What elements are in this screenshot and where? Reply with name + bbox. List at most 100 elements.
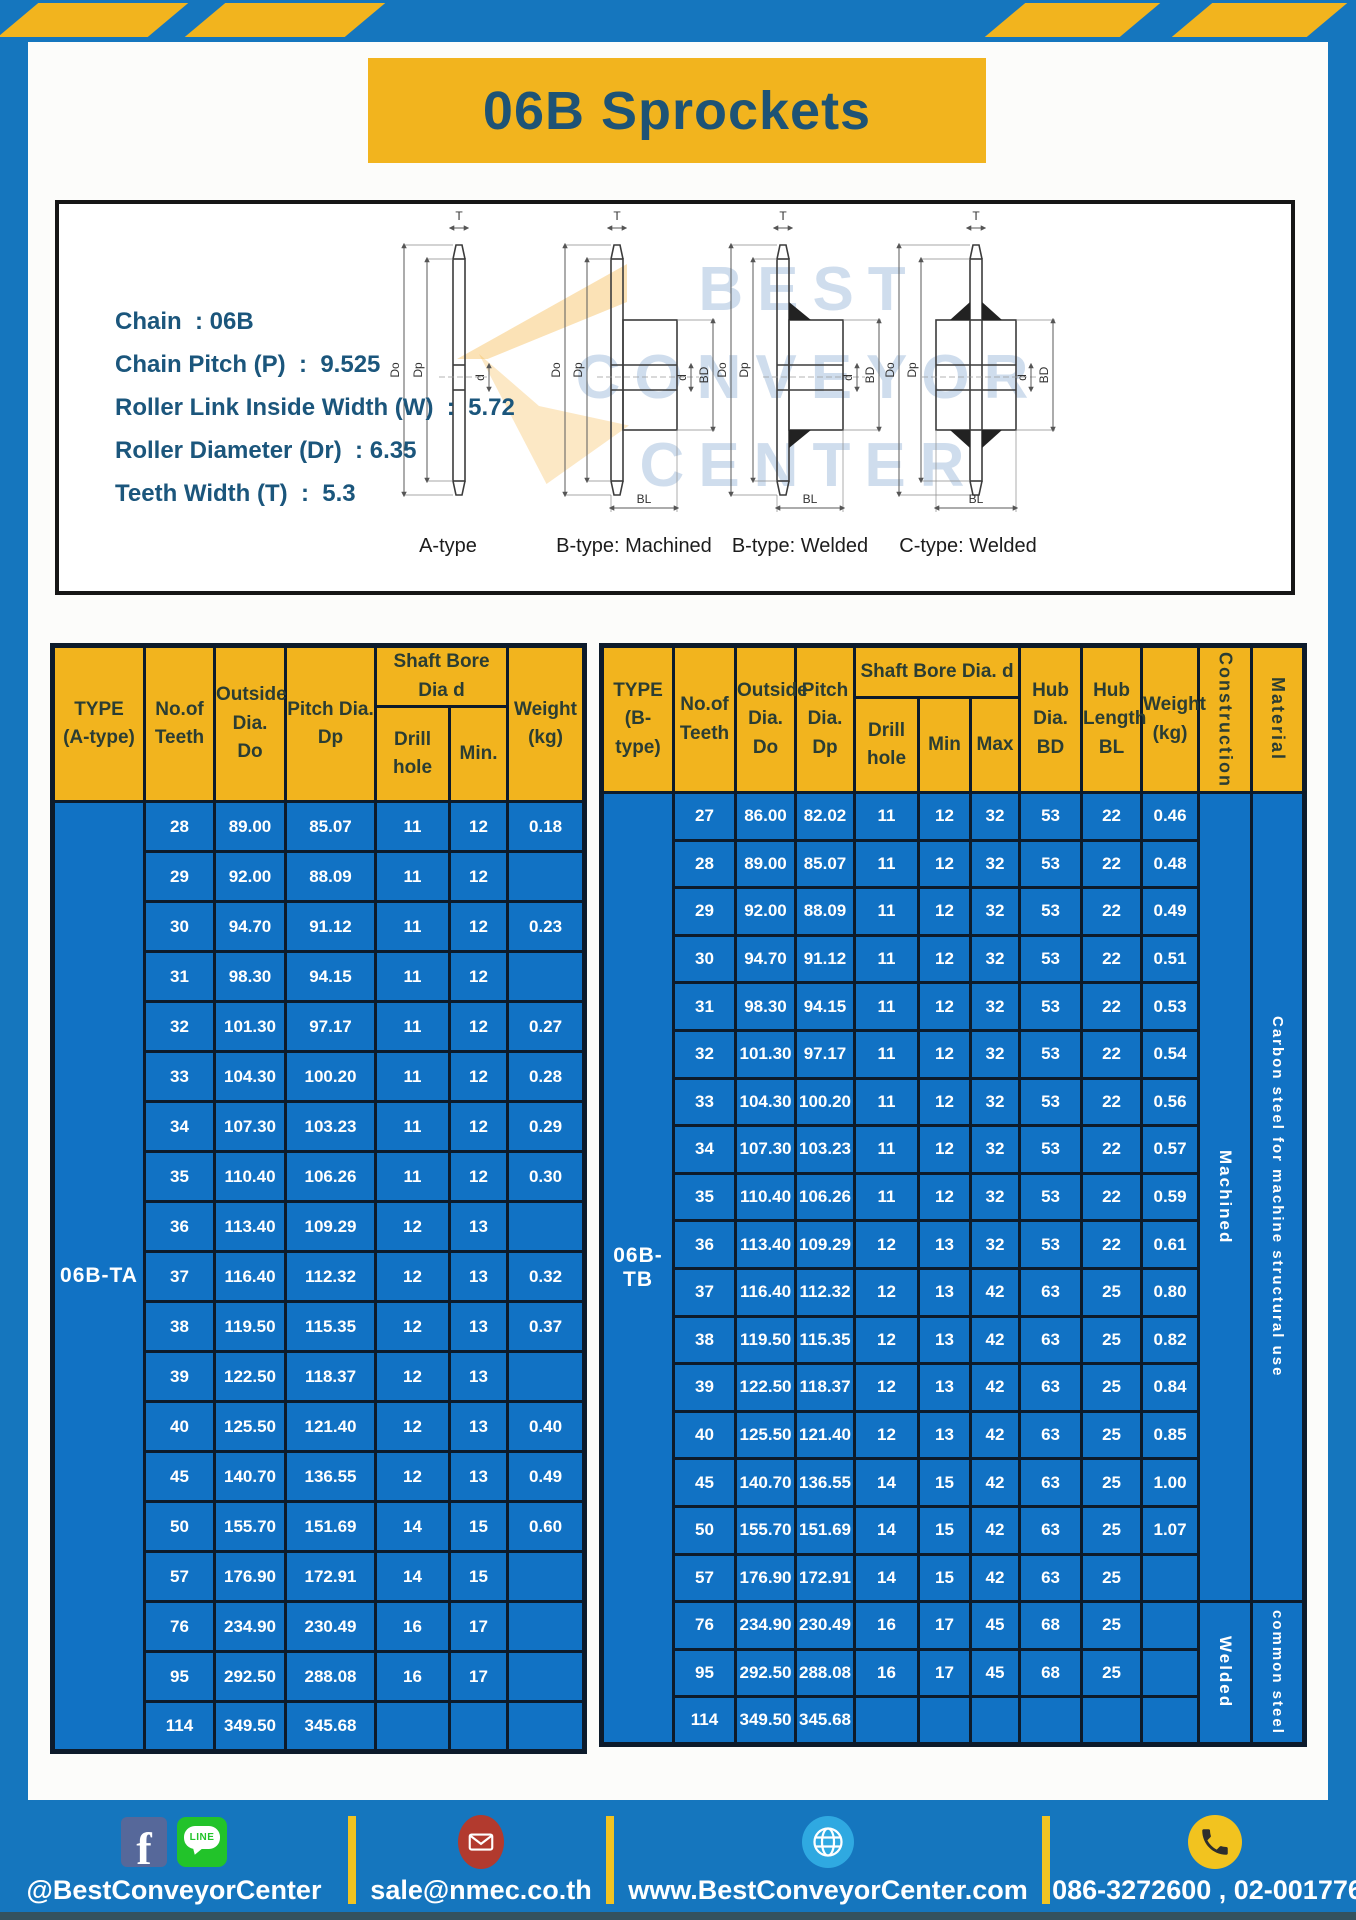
table-cell: 15 [448,1550,509,1603]
table-cell: 42 [968,1266,1022,1318]
table-cell: 11 [374,1050,451,1103]
table-cell: 98.30 [213,950,287,1003]
table-cell: 13 [448,1200,509,1253]
table-cell: 14 [374,1500,451,1553]
table-cell: 33 [672,1076,737,1128]
email-address: sale@nmec.co.th [370,1875,592,1905]
table-cell: 119.50 [213,1300,287,1353]
table-cell: 115.35 [284,1300,377,1353]
table-cell: 89.00 [734,838,797,890]
table-cell: 12 [917,1076,972,1128]
table-cell: 11 [853,1028,920,1080]
table-cell: 12 [374,1250,451,1303]
table-cell: 234.90 [734,1600,797,1651]
table-cell: 104.30 [213,1050,287,1103]
table-cell: 0.61 [1140,1219,1201,1270]
table-cell: 0.40 [506,1400,586,1453]
table-cell: 22 [1080,1219,1144,1270]
table-cell: 12 [917,1028,972,1080]
table-cell: 50 [672,1504,737,1556]
table-cell: 16 [853,1647,920,1699]
header-construction: Construction [1197,644,1254,794]
header-outside-dia: Outside Dia. Do [734,644,808,794]
table-cell: 100.20 [284,1050,377,1103]
table-cell: 53 [1018,1219,1084,1270]
table-cell: 29 [143,850,216,903]
table-cell: 91.12 [284,900,377,953]
table-cell: 0.46 [1140,791,1201,842]
table-row: 34 107.30 103.23 11 12 0.29 [53,1100,586,1153]
table-cell: 32 [968,933,1022,985]
table-cell [506,1200,586,1253]
table-row: 29 92.00 88.09 11 12 32 53 22 0.49 [602,886,1305,937]
footer-icons [1188,1814,1242,1870]
table-cell: 11 [853,1171,920,1223]
table-cell [1140,1647,1201,1699]
table-cell [506,1350,586,1403]
table-row: 31 98.30 94.15 11 12 32 53 22 0.53 [602,981,1305,1032]
table-cell: 0.51 [1140,933,1201,985]
table-cell: 95 [143,1650,216,1703]
sprocket-drawing: Do Dp d BD T BL [715,209,882,512]
table-cell: 95 [672,1647,737,1699]
table-row: 40 125.50 121.40 12 13 0.40 [53,1400,586,1453]
table-row: 35 110.40 106.26 11 12 0.30 [53,1150,586,1203]
table-cell: 113.40 [213,1200,287,1253]
table-cell: 17 [448,1650,509,1703]
footer-divider [606,1816,614,1904]
svg-text:T: T [779,210,787,223]
footer-divider [348,1816,356,1904]
table-row: 57 176.90 172.91 14 15 42 63 25 [602,1552,1305,1604]
table-cell: 288.08 [284,1650,377,1703]
table-cell: 63 [1018,1552,1084,1604]
table-cell: 25 [1080,1552,1144,1604]
table-cell: 12 [448,1050,509,1103]
table-cell: 14 [374,1550,451,1603]
table-cell: 125.50 [213,1400,287,1453]
table-cell: 57 [672,1552,737,1604]
spec-line: Teeth Width (T) : 5.3 [115,480,356,507]
website-url: www.BestConveyorCenter.com [628,1875,1028,1905]
table-cell: 0.84 [1140,1362,1201,1413]
table-cell: 94.70 [734,933,797,985]
table-cell [1140,1695,1201,1746]
table-cell: 288.08 [794,1647,856,1699]
table-cell: 22 [1080,791,1144,842]
table-cell: 115.35 [794,1314,856,1366]
phone-icon [1188,1815,1242,1869]
table-cell: 0.23 [506,900,586,953]
table-cell: 13 [917,1362,972,1413]
table-cell: 119.50 [734,1314,797,1366]
table-cell: 12 [448,950,509,1003]
table-cell: 107.30 [734,1124,797,1175]
table-cell: 13 [917,1219,972,1270]
construction-cell: Welded [1197,1600,1254,1746]
table-cell [506,1700,586,1753]
table-cell [374,1700,451,1753]
table-cell: 22 [1080,981,1144,1032]
table-cell: 13 [917,1314,972,1366]
table-cell: 110.40 [213,1150,287,1203]
table-cell: 53 [1018,838,1084,890]
table-cell: 109.29 [794,1219,856,1270]
page-bottom-shadow [0,1912,1356,1920]
table-cell: 33 [143,1050,216,1103]
table-cell: 86.00 [734,791,797,842]
table-cell: 136.55 [794,1457,856,1508]
table-cell: 22 [1080,1171,1144,1223]
table-cell: 32 [968,886,1022,937]
hazard-stripe [184,3,386,37]
svg-text:Do: Do [388,362,402,378]
table-row: 30 94.70 91.12 11 12 0.23 [53,900,586,953]
table-cell: 29 [672,886,737,937]
table-cell: 97.17 [794,1028,856,1080]
table-cell: 63 [1018,1266,1084,1318]
table-cell: 28 [672,838,737,890]
table-row: 30 94.70 91.12 11 12 32 53 22 0.51 [602,933,1305,985]
table-cell: 14 [853,1457,920,1508]
table-cell: 12 [853,1219,920,1270]
table-cell: 345.68 [284,1700,377,1753]
table-row: 40 125.50 121.40 12 13 42 63 25 0.85 [602,1409,1305,1461]
table-cell: 0.85 [1140,1409,1201,1461]
table-cell: 85.07 [284,800,377,853]
